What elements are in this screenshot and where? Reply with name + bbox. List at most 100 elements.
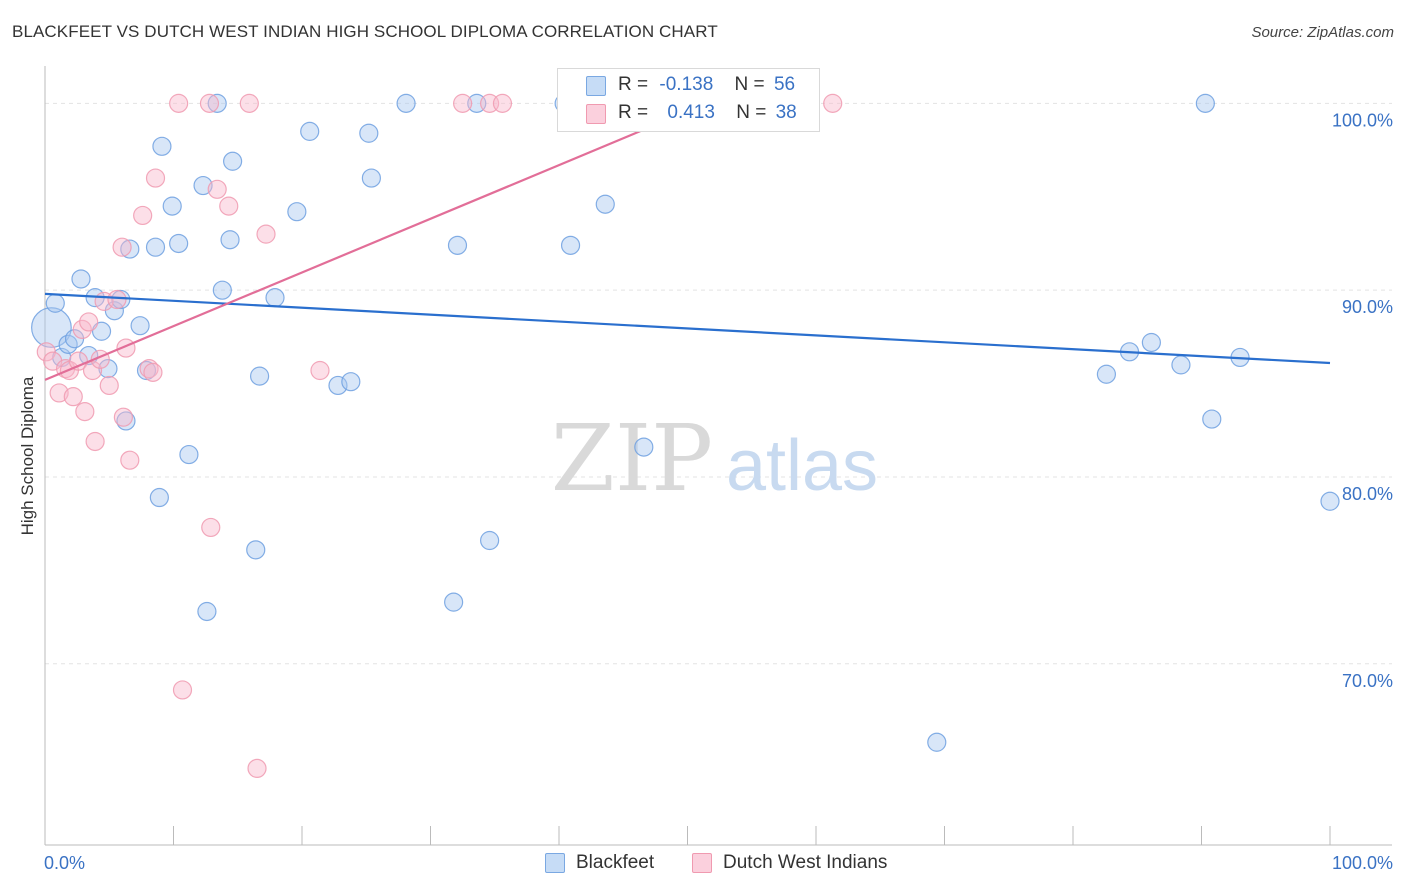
y-axis-label: High School Diploma (18, 376, 37, 536)
data-point (130, 316, 150, 336)
data-point (444, 592, 464, 612)
x-tick-label: 0.0% (44, 853, 85, 873)
data-points (31, 93, 1340, 779)
bottom-legend-swatch-blackfeet (545, 853, 565, 873)
legend-r-value: -0.138 (659, 74, 714, 95)
source-label: Source: ZipAtlas.com (1251, 24, 1394, 41)
data-point (139, 359, 159, 379)
legend-row-dutch-west-indians: R = 0.413 N = 38 (558, 101, 819, 127)
data-point (179, 444, 199, 465)
data-point (453, 93, 473, 113)
y-tick-label: 100.0% (1332, 110, 1393, 130)
x-tick-labels: 0.0% 100.0% (44, 853, 1393, 873)
legend-r-label: R = (618, 74, 649, 95)
data-point (287, 202, 307, 222)
data-point (45, 293, 65, 313)
data-point (197, 601, 217, 622)
data-point (359, 123, 379, 143)
data-point (145, 237, 166, 257)
data-point (246, 540, 266, 560)
data-point (212, 280, 232, 300)
data-point (207, 93, 227, 113)
data-point (492, 93, 513, 113)
legend-n-label: N = (736, 102, 767, 123)
data-point (560, 235, 581, 255)
data-point (1171, 355, 1191, 375)
data-point (396, 93, 416, 113)
bottom-legend-label-blackfeet: Blackfeet (576, 852, 655, 873)
data-point (480, 530, 500, 551)
data-point (1141, 332, 1161, 353)
series-blackfeet (31, 93, 1340, 752)
data-point (249, 366, 270, 386)
data-point (82, 360, 103, 381)
legend-n-value: 56 (773, 74, 796, 95)
data-point (71, 269, 91, 289)
data-point (219, 196, 239, 216)
axes (44, 66, 1392, 846)
data-point (595, 194, 615, 214)
series-dutch-west-indians (36, 93, 843, 779)
data-point (927, 732, 947, 752)
data-point (341, 372, 361, 392)
watermark-atlas: atlas (726, 426, 878, 506)
data-point (201, 517, 221, 538)
data-point (1202, 409, 1222, 429)
data-point (152, 136, 172, 156)
data-point (31, 307, 72, 348)
watermark-zip: ZIP (551, 405, 713, 512)
data-point (145, 168, 166, 188)
legend-swatch-dutch-west-indians (586, 104, 606, 124)
data-point (49, 383, 69, 403)
legend-n-value: 38 (775, 102, 797, 123)
data-point (99, 375, 119, 396)
y-tick-label: 90.0% (1342, 297, 1393, 317)
x-tick-label: 100.0% (1332, 853, 1393, 873)
data-point (247, 758, 267, 779)
y-tick-label: 80.0% (1342, 484, 1393, 504)
data-point (169, 93, 189, 113)
correlation-legend: R = -0.138 N = 56 R = 0.413 N = 38 (557, 68, 820, 132)
data-point (120, 450, 140, 470)
bottom-legend-swatch-dutch-west-indians (692, 853, 712, 873)
data-point (239, 93, 259, 113)
grid-lines (45, 102, 1392, 665)
data-point (300, 121, 320, 141)
data-point (823, 93, 843, 113)
data-point (310, 360, 330, 381)
chart-title: BLACKFEET VS DUTCH WEST INDIAN HIGH SCHO… (12, 22, 718, 41)
data-point (149, 487, 169, 508)
data-point (328, 375, 348, 396)
data-point (199, 93, 220, 113)
data-point (162, 196, 182, 216)
data-point (220, 230, 240, 250)
data-point (75, 401, 95, 422)
data-point (256, 224, 276, 244)
y-tick-label: 70.0% (1342, 671, 1393, 691)
data-point (63, 387, 83, 407)
data-point (193, 175, 213, 196)
bottom-legend-label-dutch-west-indians: Dutch West Indians (723, 852, 888, 873)
data-point (172, 680, 193, 700)
legend-r-value: 0.413 (667, 102, 715, 123)
data-point (120, 239, 140, 259)
data-point (91, 321, 112, 341)
legend-row-blackfeet: R = -0.138 N = 56 (558, 73, 819, 99)
data-point (133, 205, 153, 226)
data-point (1320, 491, 1340, 511)
legend-r-label: R = (618, 102, 649, 123)
data-point (1096, 364, 1117, 384)
data-point (634, 437, 654, 457)
data-point (1195, 93, 1215, 113)
data-point (265, 288, 285, 308)
data-point (143, 362, 163, 382)
watermark: ZIP atlas (551, 405, 878, 512)
legend-n-label: N = (734, 74, 765, 95)
trend-lines (44, 98, 1331, 381)
data-point (85, 431, 105, 452)
data-point (361, 168, 381, 188)
data-point (36, 342, 56, 362)
trend-line-blackfeet (44, 292, 1331, 365)
y-tick-labels: 70.0% 80.0% 90.0% 100.0% (1332, 110, 1393, 690)
